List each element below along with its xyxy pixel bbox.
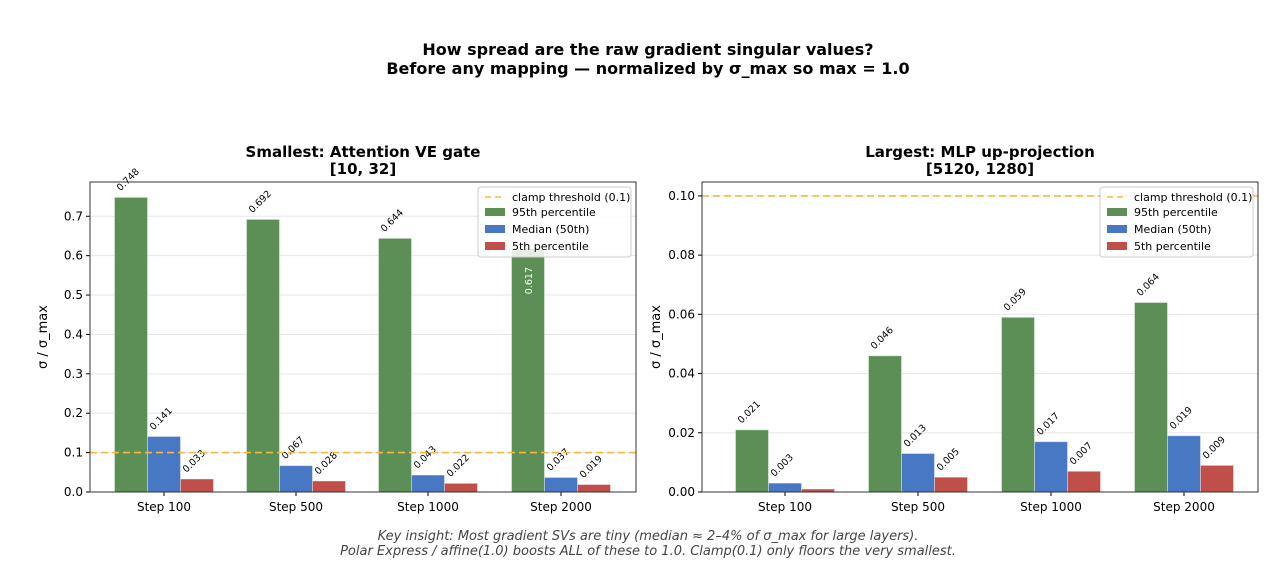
legend-label: 95th percentile — [1134, 206, 1218, 219]
bar-5th-percentile — [577, 484, 611, 493]
legend-box — [1099, 186, 1254, 258]
bar-value-label: 0.003 — [769, 452, 796, 479]
y-tick-label: 0.0 — [64, 485, 83, 499]
y-axis-label: σ / σ_max — [36, 305, 51, 369]
suptitle-line-1: How spread are the raw gradient singular… — [422, 40, 873, 59]
bar-value-label: 0.009 — [1201, 434, 1228, 461]
y-tick-label: 0.10 — [668, 189, 695, 203]
bar-value-label: 0.617 — [524, 267, 535, 294]
x-tick-label: Step 100 — [758, 500, 812, 514]
bar-95th-percentile — [1134, 302, 1168, 493]
bar-95th-percentile — [114, 196, 148, 493]
legend-label: Median (50th) — [512, 223, 589, 236]
bar-95th-percentile — [868, 355, 902, 493]
bar-value-label: 0.005 — [935, 446, 962, 473]
chart-title-line-1: Largest: MLP up-projection — [865, 143, 1095, 161]
legend-swatch — [1107, 242, 1127, 250]
legend-label: 95th percentile — [512, 206, 596, 219]
bar-value-label: 0.019 — [1168, 405, 1195, 432]
legend-label: Median (50th) — [1134, 223, 1211, 236]
footnote-line-1: Key insight: Most gradient SVs are tiny … — [378, 529, 919, 544]
bar-5th-percentile — [934, 476, 968, 493]
x-tick-label: Step 100 — [137, 500, 191, 514]
chart-title-line-2: [10, 32] — [330, 160, 396, 178]
bar-value-label: 0.046 — [869, 325, 896, 352]
legend: clamp threshold (0.1) 95th percentile Medi… — [477, 186, 632, 258]
bar-5th-percentile — [444, 482, 478, 493]
bar-median-50th- — [768, 482, 802, 493]
bar-median-50th- — [1034, 441, 1068, 493]
bar-value-label: 0.748 — [115, 166, 142, 193]
bar-value-label: 0.064 — [1135, 272, 1162, 299]
x-tick-label: Step 500 — [269, 500, 323, 514]
bar-value-label: 0.692 — [247, 189, 274, 216]
legend-swatch — [485, 208, 505, 216]
chart-0: Smallest: Attention VE gate[10, 32] 0.0 0.… — [36, 143, 637, 514]
bar-value-label: 0.067 — [280, 435, 307, 462]
y-tick-label: 0.00 — [668, 485, 695, 499]
legend-swatch — [1107, 208, 1127, 216]
bar-value-label: 0.017 — [1035, 411, 1062, 438]
y-axis-label: σ / σ_max — [649, 305, 664, 369]
chart-1: Largest: MLP up-projection[5120, 1280] 0.… — [649, 143, 1259, 514]
y-tick-label: 0.06 — [668, 307, 695, 321]
bar-5th-percentile — [180, 478, 214, 493]
y-tick-label: 0.08 — [668, 248, 695, 262]
legend-swatch — [485, 242, 505, 250]
bar-value-label: 0.019 — [578, 454, 605, 481]
legend-box — [477, 186, 632, 258]
bar-value-label: 0.059 — [1002, 286, 1029, 313]
bar-median-50th- — [411, 474, 445, 493]
legend-label: 5th percentile — [1134, 240, 1211, 253]
legend-label: 5th percentile — [512, 240, 589, 253]
bar-95th-percentile — [735, 429, 769, 493]
y-tick-label: 0.02 — [668, 426, 695, 440]
bar-median-50th- — [1167, 435, 1201, 493]
y-tick-label: 0.3 — [64, 367, 83, 381]
bar-95th-percentile — [246, 218, 280, 493]
bar-value-label: 0.022 — [445, 452, 472, 479]
bar-value-label: 0.028 — [313, 450, 340, 477]
y-tick-label: 0.1 — [64, 446, 83, 460]
legend-swatch — [485, 225, 505, 233]
bar-median-50th- — [147, 435, 181, 493]
x-tick-label: Step 2000 — [530, 500, 592, 514]
y-tick-label: 0.04 — [668, 367, 695, 381]
bar-value-label: 0.644 — [379, 207, 406, 234]
chart-title-line-2: [5120, 1280] — [926, 160, 1034, 178]
x-tick-label: Step 2000 — [1153, 500, 1215, 514]
axes-frame — [701, 181, 1259, 493]
bar-median-50th- — [279, 465, 313, 493]
bar-5th-percentile — [1067, 470, 1101, 493]
bar-value-label: 0.007 — [1068, 440, 1095, 467]
x-tick-label: Step 1000 — [397, 500, 459, 514]
axes-frame — [89, 181, 637, 493]
y-tick-label: 0.7 — [64, 209, 83, 223]
bar-5th-percentile — [312, 480, 346, 493]
footnote-line-2: Polar Express / affine(1.0) boosts ALL o… — [340, 544, 956, 559]
bar-value-label: 0.013 — [902, 423, 929, 450]
bar-median-50th- — [901, 453, 935, 493]
legend-swatch — [1107, 225, 1127, 233]
suptitle-line-2: Before any mapping — normalized by σ_max… — [386, 59, 909, 78]
bar-value-label: 0.037 — [545, 447, 572, 474]
y-tick-label: 0.2 — [64, 406, 83, 420]
bar-median-50th- — [544, 476, 578, 493]
bar-value-label: 0.043 — [412, 444, 439, 471]
bar-value-label: 0.021 — [736, 399, 763, 426]
y-tick-label: 0.4 — [64, 327, 83, 341]
legend-label: clamp threshold (0.1) — [1134, 191, 1252, 204]
y-tick-label: 0.6 — [64, 249, 83, 263]
legend: clamp threshold (0.1) 95th percentile Medi… — [1099, 186, 1254, 258]
x-tick-label: Step 1000 — [1020, 500, 1082, 514]
bar-95th-percentile — [378, 237, 412, 493]
legend-label: clamp threshold (0.1) — [512, 191, 630, 204]
x-tick-label: Step 500 — [891, 500, 945, 514]
bar-5th-percentile — [1200, 464, 1234, 493]
bar-value-label: 0.141 — [148, 406, 175, 433]
bar-95th-percentile — [1001, 316, 1035, 493]
chart-title-line-1: Smallest: Attention VE gate — [246, 143, 481, 161]
y-tick-label: 0.5 — [64, 288, 83, 302]
